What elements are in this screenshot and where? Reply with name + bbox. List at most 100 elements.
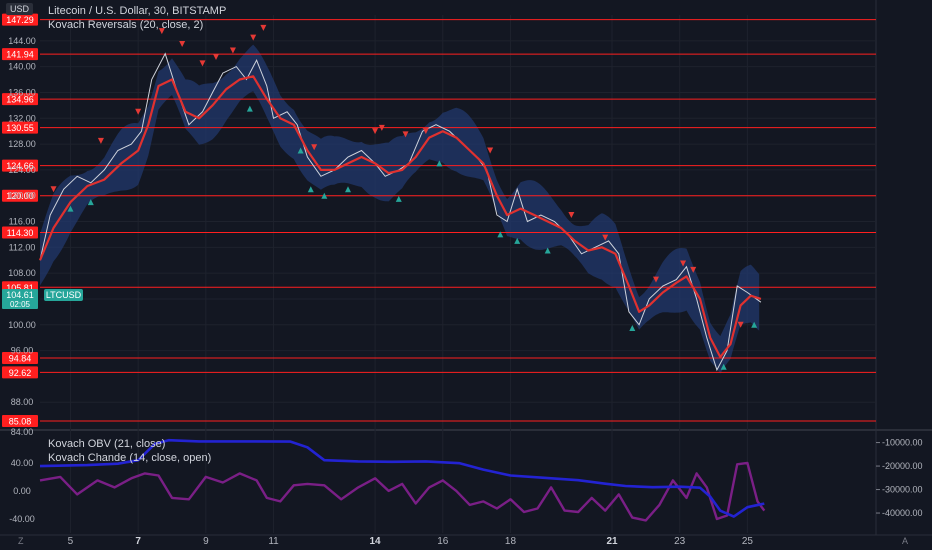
ma-line <box>38 75 762 359</box>
level-label: 124.66 <box>6 161 34 171</box>
x-tick-label: 18 <box>505 536 517 547</box>
countdown-label: 02:05 <box>10 300 31 309</box>
down-marker <box>135 108 142 115</box>
corner-a-button[interactable]: A <box>902 536 909 546</box>
down-marker <box>158 28 165 35</box>
level-label: 85.08 <box>9 417 32 427</box>
x-tick-label: 21 <box>606 536 618 547</box>
level-label: 141.94 <box>6 50 34 60</box>
y-tick-label: 144.00 <box>8 36 36 46</box>
legend-indicator[interactable]: Kovach Reversals (20, close, 2) <box>48 19 204 31</box>
down-marker <box>97 137 104 144</box>
last-price-label: 104.61 <box>6 290 34 300</box>
level-label: 92.62 <box>9 368 32 378</box>
level-label: 94.84 <box>9 354 32 364</box>
y-tick-label: 88.00 <box>11 397 34 407</box>
down-marker <box>378 124 385 131</box>
x-tick-label: 23 <box>674 536 686 547</box>
x-tick-label: 11 <box>268 536 279 547</box>
up-marker <box>514 237 521 244</box>
y-tick-label: 116.00 <box>9 217 36 227</box>
left-indicator-tick: 0.00 <box>13 486 31 496</box>
down-marker <box>653 276 659 283</box>
level-label-bg <box>2 226 38 239</box>
y-tick-label: 120.00 <box>8 191 36 201</box>
level-label: 114.30 <box>7 228 34 238</box>
down-marker <box>422 128 429 135</box>
y-tick-label: 124.00 <box>8 165 36 175</box>
down-marker <box>737 321 744 328</box>
down-marker <box>372 128 379 135</box>
right-indicator-tick: -20000.00 <box>882 461 923 471</box>
up-marker <box>321 192 328 199</box>
left-indicator-tick: 40.00 <box>11 458 34 468</box>
level-label: 105.81 <box>6 283 34 293</box>
x-tick-label: 16 <box>437 536 449 547</box>
legend-obv[interactable]: Kovach OBV (21, close) <box>48 438 166 450</box>
level-label-bg <box>2 13 38 26</box>
y-tick-label: 112.00 <box>9 242 36 252</box>
up-marker <box>544 247 551 254</box>
indicator-legend: Kovach OBV (21, close) Kovach Chande (14… <box>48 437 211 465</box>
currency-badge[interactable]: USD <box>6 3 34 15</box>
last-price-badge <box>2 289 38 310</box>
down-marker <box>402 131 409 138</box>
up-marker <box>751 321 758 328</box>
x-tick-label: 14 <box>370 536 382 547</box>
corner-z-button[interactable]: Z <box>18 536 24 546</box>
left-indicator-tick: -40.00 <box>9 514 35 524</box>
obv-line <box>39 438 765 518</box>
down-marker <box>602 234 609 241</box>
down-marker <box>487 147 494 154</box>
y-tick-label: 128.00 <box>8 139 36 149</box>
level-label-bg <box>2 121 38 134</box>
up-marker <box>345 186 351 193</box>
level-label-bg <box>2 366 38 379</box>
reversal-band <box>40 44 760 374</box>
y-tick-label: 136.00 <box>8 87 36 97</box>
level-label-bg <box>2 93 38 106</box>
ticker-label: LTCUSD <box>46 290 82 300</box>
down-marker <box>50 186 57 193</box>
left-indicator-tick: 84.00 <box>11 427 34 437</box>
indicator-pane <box>39 438 766 522</box>
level-label: 120.00 <box>6 191 34 201</box>
y-tick-label: 108.00 <box>8 268 36 278</box>
up-marker <box>497 231 504 238</box>
level-label-bg <box>2 189 38 202</box>
level-label-bg <box>2 352 38 365</box>
down-marker <box>250 34 257 41</box>
down-marker <box>690 266 697 273</box>
up-marker <box>67 205 74 212</box>
up-marker <box>720 363 727 370</box>
down-marker <box>213 53 219 60</box>
ticker-badge <box>44 289 83 302</box>
y-tick-label: 132.00 <box>8 113 36 123</box>
level-label-bg <box>2 159 38 172</box>
up-marker <box>436 160 443 167</box>
right-indicator-tick: -40000.00 <box>882 508 923 518</box>
down-marker <box>311 144 318 151</box>
down-marker <box>229 47 236 54</box>
right-indicator-tick: -30000.00 <box>882 485 923 495</box>
up-marker <box>629 324 636 331</box>
price-series <box>39 52 762 372</box>
legend-symbol[interactable]: Litecoin / U.S. Dollar, 30, BITSTAMP <box>48 5 227 17</box>
price-line <box>39 52 762 372</box>
level-label: 134.96 <box>6 95 34 105</box>
band-area <box>40 44 760 374</box>
down-marker <box>680 260 687 267</box>
right-indicator-tick: -10000.00 <box>882 438 923 448</box>
main-legend: Litecoin / U.S. Dollar, 30, BITSTAMP Kov… <box>48 4 226 32</box>
down-marker <box>199 60 206 67</box>
level-label: 147.29 <box>6 15 34 25</box>
y-tick-label: 96.00 <box>11 346 34 356</box>
up-marker <box>307 186 314 193</box>
x-tick-label: 5 <box>68 536 74 547</box>
y-tick-label: 100.00 <box>8 320 36 330</box>
moving-average-line <box>38 75 762 359</box>
x-tick-label: 25 <box>742 536 754 547</box>
legend-chande[interactable]: Kovach Chande (14, close, open) <box>48 452 212 464</box>
